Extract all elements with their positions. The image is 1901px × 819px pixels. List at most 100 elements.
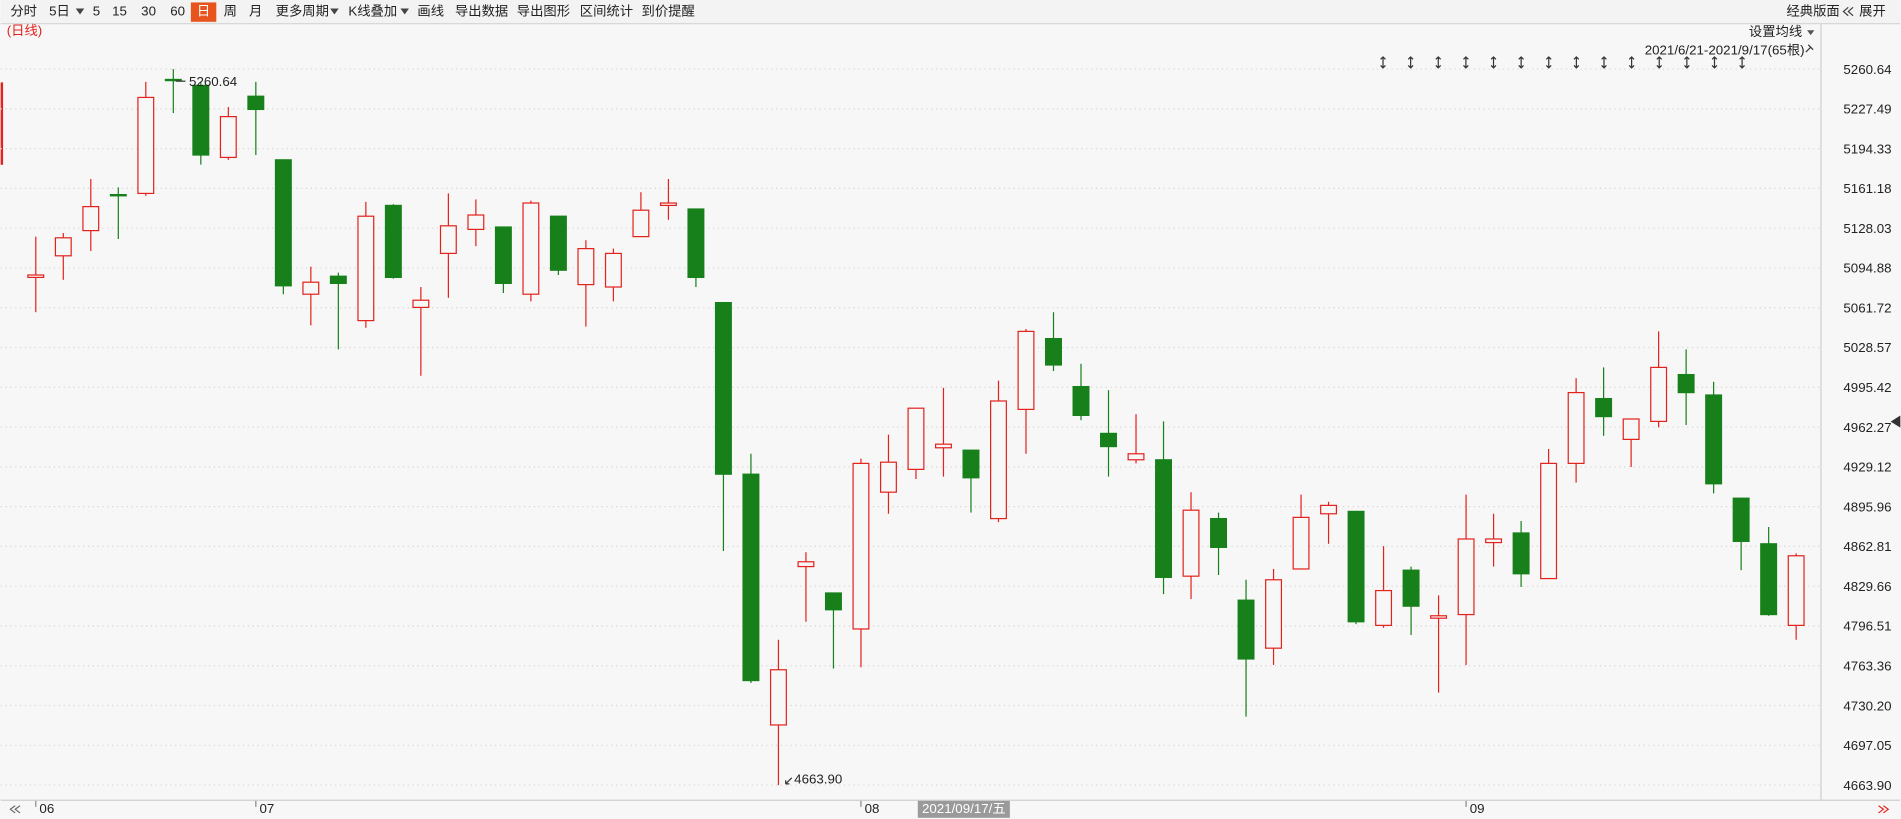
- candle-body: [1072, 385, 1090, 416]
- cursor-label: 2021/09/17/五: [922, 801, 1006, 816]
- y-tick-label: 4929.12: [1843, 460, 1891, 475]
- toolbar-item[interactable]: 画线: [417, 4, 444, 19]
- price-marker: [1890, 415, 1901, 428]
- candle-body: [714, 301, 732, 475]
- y-tick-label: 4995.42: [1843, 380, 1891, 395]
- adjust-icon: [1739, 56, 1745, 69]
- candle-body: [109, 194, 127, 197]
- y-tick-label: 5161.18: [1843, 181, 1891, 196]
- y-tick-label: 4663.90: [1843, 778, 1891, 793]
- toolbar-item[interactable]: 5日: [49, 4, 70, 19]
- candle-body: [1210, 517, 1228, 548]
- candle-body: [384, 204, 402, 279]
- y-tick-label: 4763.36: [1843, 658, 1891, 673]
- toolbar-item[interactable]: 分时: [10, 4, 37, 19]
- toolbar-item[interactable]: 到价提醒: [642, 4, 695, 19]
- toolbar-item[interactable]: 日: [197, 4, 210, 19]
- y-tick-label: 5094.88: [1843, 261, 1891, 276]
- adjust-icon: [1407, 56, 1414, 69]
- toolbar-item[interactable]: 60: [170, 4, 185, 19]
- candle-body: [522, 202, 540, 295]
- candle-body: [329, 275, 347, 285]
- y-tick-label: 5260.64: [1843, 62, 1892, 77]
- scroll-left-icon[interactable]: [9, 805, 21, 814]
- toolbar-item[interactable]: 更多周期: [276, 3, 329, 19]
- candle-body: [1457, 538, 1475, 616]
- candle-body: [1100, 432, 1117, 448]
- candle-body: [687, 208, 705, 279]
- dropdown-icon[interactable]: [75, 8, 85, 15]
- toolbar-item[interactable]: 15: [112, 4, 127, 19]
- classic-layout[interactable]: 经典版面: [1786, 4, 1839, 19]
- candle-body: [467, 214, 485, 231]
- scroll-right-icon[interactable]: [1878, 805, 1890, 814]
- candle-body: [494, 226, 512, 285]
- candle-body: [907, 407, 925, 470]
- candle-body: [27, 274, 45, 279]
- pin-icon[interactable]: [1805, 44, 1814, 53]
- toolbar: [0, 0, 1901, 24]
- ma-setting[interactable]: 设置均线: [1749, 24, 1802, 39]
- candle-body: [1677, 373, 1695, 394]
- toolbar-item[interactable]: 区间统计: [580, 4, 633, 19]
- low-label: 4663.90: [794, 772, 842, 787]
- y-tick-label: 5194.33: [1843, 141, 1891, 156]
- candle-body: [274, 159, 292, 287]
- candle-body: [659, 202, 677, 207]
- candle-body: [742, 473, 760, 682]
- y-tick-label: 4895.96: [1843, 499, 1891, 514]
- candle-body: [1127, 453, 1145, 461]
- toolbar-item[interactable]: 周: [224, 4, 237, 19]
- candle-body: [879, 461, 897, 493]
- candle-body: [1732, 497, 1750, 542]
- candle-body: [632, 209, 650, 238]
- candle-body: [604, 252, 622, 288]
- expand[interactable]: 展开: [1859, 4, 1886, 19]
- candle-body: [852, 462, 870, 630]
- candle-body: [1540, 462, 1558, 580]
- candle-body: [164, 78, 182, 82]
- candle-body: [1182, 509, 1200, 577]
- toolbar-item[interactable]: 导出数据: [455, 4, 508, 19]
- adjust-icon: [1628, 56, 1635, 69]
- candle-body: [1485, 538, 1503, 544]
- x-tick-label: 06: [39, 801, 54, 816]
- candle-body: [1705, 394, 1723, 485]
- candle-body: [1347, 510, 1365, 623]
- candle-body: [824, 592, 842, 611]
- toolbar-item[interactable]: 30: [141, 4, 156, 19]
- candle-body: [1045, 337, 1062, 366]
- candle-body: [962, 449, 980, 479]
- low-pointer: [785, 777, 793, 785]
- y-tick-label: 4730.20: [1843, 698, 1891, 713]
- toolbar-item[interactable]: 导出图形: [517, 4, 570, 19]
- toolbar-item[interactable]: 5: [93, 4, 100, 19]
- adjust-icon: [1684, 56, 1690, 69]
- candle-body: [990, 400, 1007, 520]
- y-tick-label: 4697.05: [1843, 738, 1891, 753]
- candle-body: [797, 561, 815, 568]
- toolbar-item[interactable]: 月: [249, 4, 262, 19]
- candle-body: [577, 248, 595, 286]
- candle-body: [1512, 532, 1530, 575]
- candle-body: [769, 669, 787, 726]
- toolbar-item[interactable]: K线叠加: [348, 4, 397, 19]
- adjust-icon: [1545, 56, 1552, 69]
- candle-body: [192, 84, 210, 156]
- dropdown-icon[interactable]: [400, 8, 409, 15]
- candle-body: [1402, 569, 1420, 607]
- candle-body: [1595, 397, 1613, 418]
- adjust-icon: [1435, 56, 1442, 69]
- adjust-icon: [1711, 56, 1718, 69]
- candle-body: [412, 299, 430, 309]
- adjust-icon: [1601, 56, 1607, 69]
- candle-body: [1650, 366, 1668, 422]
- y-tick-label: 4796.51: [1843, 619, 1891, 634]
- y-tick-label: 4829.66: [1843, 579, 1891, 594]
- dropdown-icon[interactable]: [1807, 30, 1815, 36]
- candle-body: [1265, 579, 1283, 649]
- candle-body: [1622, 418, 1640, 440]
- expand-icon[interactable]: [1842, 6, 1854, 17]
- dropdown-icon[interactable]: [330, 8, 339, 15]
